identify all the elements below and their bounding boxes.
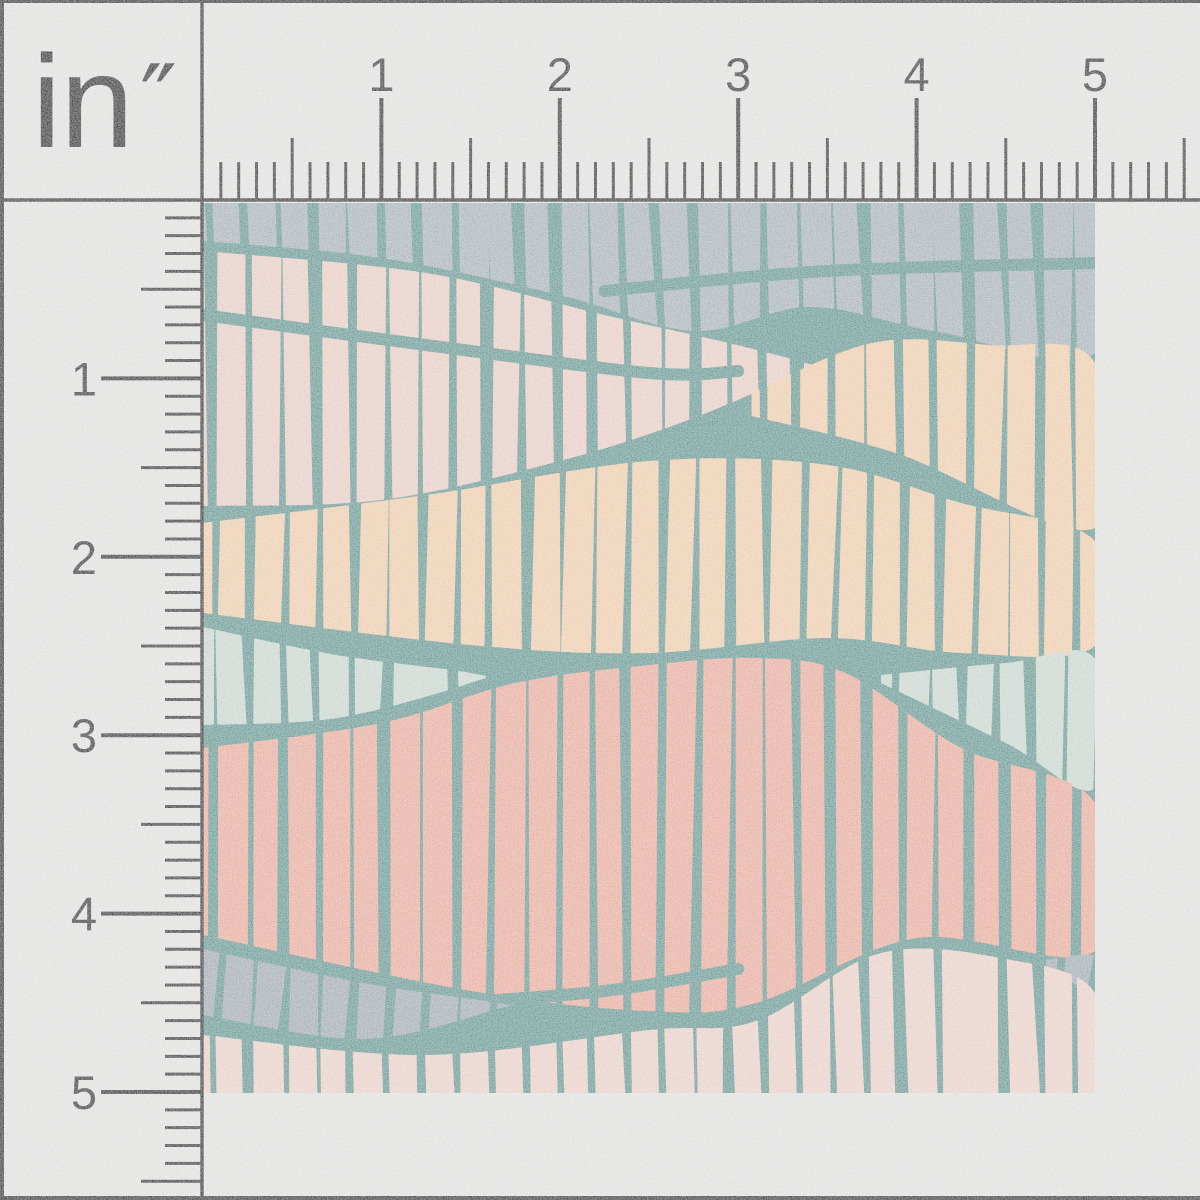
paper-texture-dark	[0, 0, 1200, 1200]
fabric-swatch-ruler-preview: 1122334455 in ″	[0, 0, 1200, 1200]
scene-svg: 1122334455 in ″	[0, 0, 1200, 1200]
